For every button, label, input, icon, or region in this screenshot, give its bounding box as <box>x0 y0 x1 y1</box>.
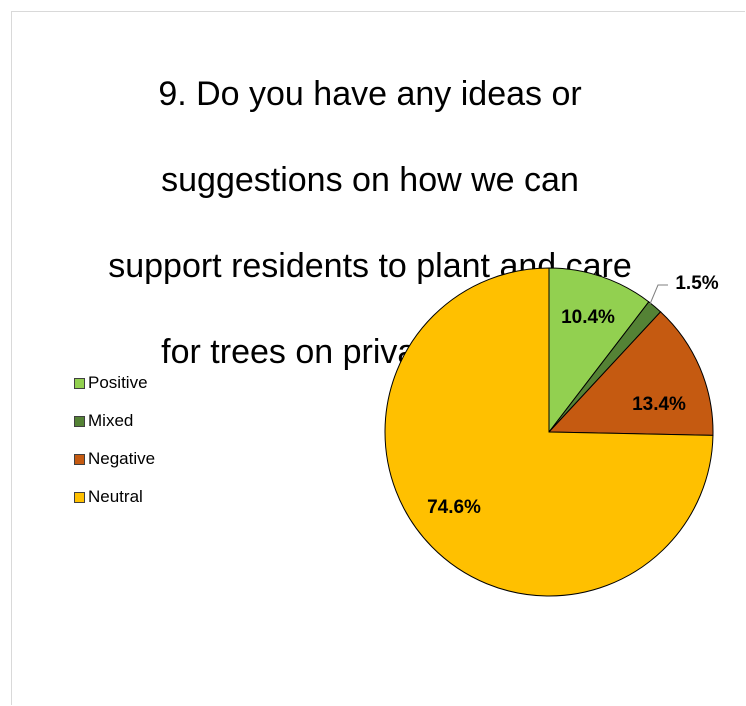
chart-title-line-1: 9. Do you have any ideas or <box>158 75 582 113</box>
data-label-positive: 10.4% <box>561 307 615 328</box>
legend-item-mixed: Mixed <box>74 402 155 440</box>
legend-swatch-positive <box>74 377 85 389</box>
legend-item-neutral: Neutral <box>74 478 155 516</box>
chart-title: 9. Do you have any ideas or suggestions … <box>60 30 680 417</box>
legend-swatch-mixed <box>74 415 85 427</box>
legend-swatch-negative <box>74 453 85 465</box>
legend-item-negative: Negative <box>74 440 155 478</box>
data-label-negative: 13.4% <box>632 394 686 415</box>
chart-frame <box>11 11 745 705</box>
legend-item-positive: Positive <box>74 364 155 402</box>
leader-line-mixed <box>649 284 668 305</box>
legend-label-negative: Negative <box>88 449 156 468</box>
data-label-mixed: 1.5% <box>675 273 718 294</box>
chart-legend: Positive Mixed Negative Neutral <box>74 364 155 516</box>
chart-title-line-2: suggestions on how we can <box>161 161 579 199</box>
legend-label-positive: Positive <box>88 373 148 392</box>
pie-slice-positive <box>548 267 650 434</box>
legend-label-neutral: Neutral <box>88 487 143 506</box>
pie-slice-neutral <box>384 267 714 597</box>
legend-swatch-neutral <box>74 491 85 503</box>
pie-slice-negative <box>547 311 714 436</box>
legend-label-mixed: Mixed <box>88 411 134 430</box>
data-label-neutral: 74.6% <box>427 497 481 518</box>
